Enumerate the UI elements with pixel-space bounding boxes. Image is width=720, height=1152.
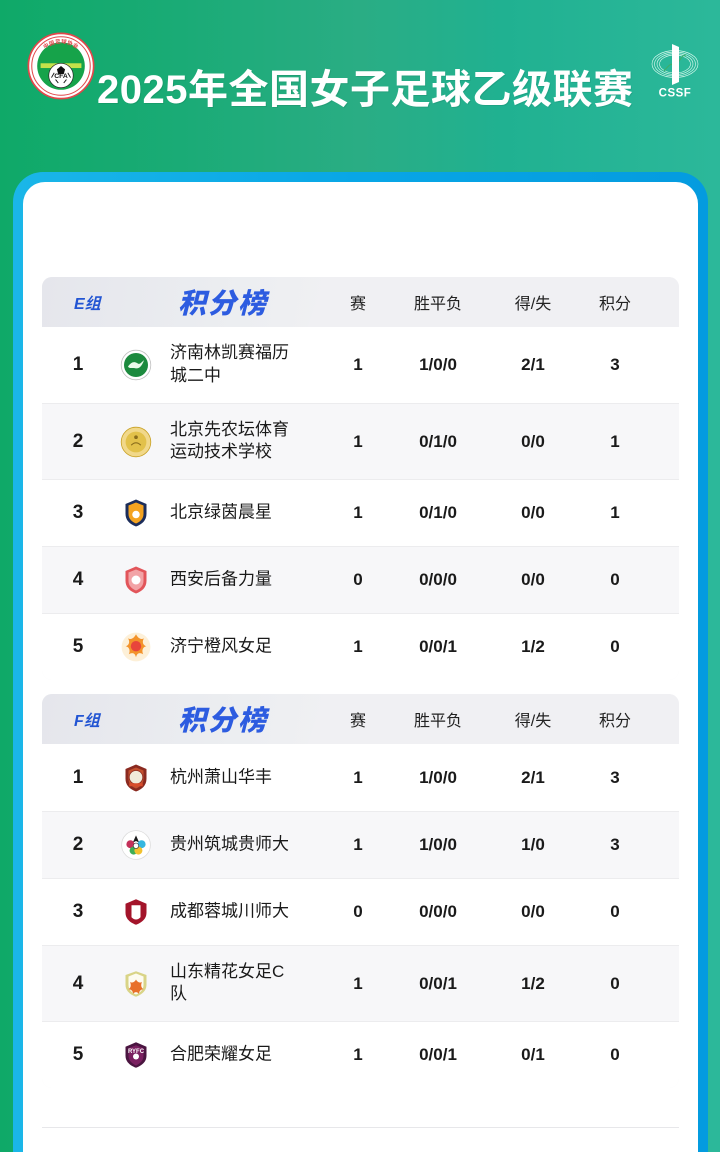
svg-text:CSSF: CSSF (659, 88, 692, 100)
svg-text:RYFC: RYFC (128, 1049, 145, 1055)
svg-text:CFA: CFA (54, 73, 68, 80)
